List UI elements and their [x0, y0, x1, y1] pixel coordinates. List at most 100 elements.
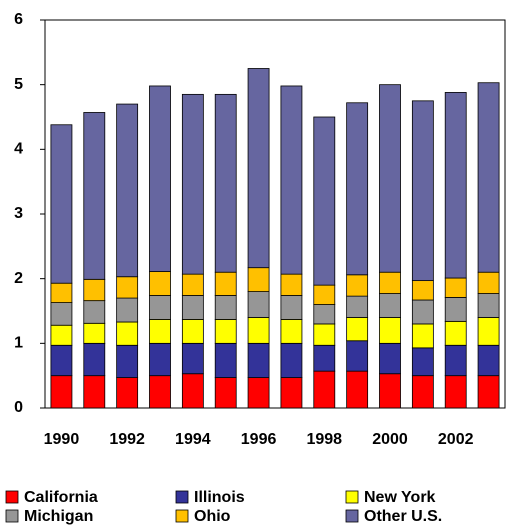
- bar-segment: [379, 293, 401, 318]
- bar-segment: [411, 323, 434, 349]
- bar-segment: [313, 284, 336, 305]
- bar-segment: [181, 295, 204, 320]
- bar-segment: [247, 377, 270, 409]
- bar-segment: [214, 93, 237, 273]
- bar-segment: [280, 319, 303, 344]
- bar-segment: [149, 375, 171, 409]
- y-tick-label: 4: [14, 141, 23, 158]
- y-tick-label: 0: [14, 399, 23, 416]
- bar-segment: [411, 347, 434, 377]
- bar-segment: [280, 85, 303, 275]
- bar-segment: [444, 92, 467, 279]
- bar-segment: [411, 299, 434, 325]
- bar-segment: [214, 319, 237, 344]
- bar-segment: [214, 342, 237, 379]
- bar-segment: [181, 273, 204, 296]
- bar-segment: [477, 82, 500, 273]
- bar-segment: [116, 276, 139, 299]
- bar-segment: [50, 124, 73, 284]
- y-tick-label: 1: [14, 335, 23, 352]
- y-tick-label: 5: [14, 76, 23, 93]
- bar-segment: [214, 295, 237, 320]
- bar-segment: [116, 297, 139, 323]
- bar-segment: [346, 340, 369, 372]
- y-tick-label: 2: [14, 270, 23, 287]
- bar-segment: [346, 274, 369, 297]
- bar-segment: [181, 342, 204, 375]
- bar-segment: [116, 321, 139, 346]
- bar-segment: [444, 320, 467, 346]
- bar-segment: [247, 68, 270, 269]
- bar-segment: [149, 85, 171, 272]
- x-tick-label: 1990: [44, 431, 80, 448]
- legend-label: Illinois: [194, 489, 245, 506]
- bar-segment: [149, 271, 171, 296]
- legend-swatch: [345, 509, 359, 523]
- legend-swatch: [5, 509, 19, 523]
- bar-segment: [280, 295, 303, 320]
- bar-segment: [411, 375, 434, 409]
- bar-segment: [313, 323, 336, 346]
- legend-swatch: [5, 490, 19, 504]
- bar-segment: [83, 300, 106, 324]
- bar-segment: [444, 375, 467, 409]
- bar-segment: [116, 103, 139, 278]
- bar-segment: [477, 271, 500, 294]
- x-tick-label: 2000: [372, 431, 408, 448]
- bar-segment: [313, 304, 336, 325]
- x-tick-label: 1998: [306, 431, 342, 448]
- bar-segment: [181, 373, 204, 409]
- bar-segment: [477, 344, 500, 377]
- bar-segment: [50, 324, 73, 346]
- bar-segment: [313, 344, 336, 372]
- bar-segment: [149, 319, 171, 344]
- legend-label: Michigan: [24, 508, 93, 525]
- bar-segment: [477, 293, 500, 318]
- bar-segment: [83, 342, 106, 377]
- y-tick-label: 6: [14, 11, 23, 28]
- bar-segment: [444, 277, 467, 298]
- bar-segment: [379, 317, 401, 344]
- bar-segment: [149, 342, 171, 377]
- bar-segment: [411, 280, 434, 301]
- plot-frame: [44, 19, 506, 409]
- bar-segment: [444, 297, 467, 322]
- bar-segment: [280, 273, 303, 296]
- bar-segment: [50, 375, 73, 409]
- bar-segment: [50, 344, 73, 377]
- legend-swatch: [175, 509, 189, 523]
- bar-segment: [83, 112, 106, 280]
- bar-segment: [379, 342, 401, 375]
- bar-segment: [116, 344, 139, 379]
- bar-segment: [247, 291, 270, 318]
- bar-segment: [83, 322, 106, 344]
- bar-segment: [181, 319, 204, 344]
- x-tick-label: 1994: [175, 431, 211, 448]
- bar-segment: [50, 282, 73, 303]
- y-tick-label: 3: [14, 205, 23, 222]
- x-tick-label: 2002: [438, 431, 474, 448]
- bar-segment: [214, 377, 237, 409]
- bar-segment: [149, 295, 171, 320]
- bar-segment: [379, 373, 401, 409]
- bar-segment: [379, 271, 401, 294]
- bar-segment: [50, 302, 73, 326]
- bar-segment: [346, 102, 369, 276]
- bar-segment: [444, 344, 467, 377]
- bar-segment: [214, 271, 237, 296]
- bar-segment: [83, 375, 106, 409]
- bar-segment: [346, 317, 369, 342]
- legend-label: New York: [364, 489, 436, 506]
- bar-segment: [313, 370, 336, 409]
- bar-segment: [411, 100, 434, 282]
- bar-segment: [280, 342, 303, 379]
- x-tick-label: 1992: [109, 431, 145, 448]
- bar-segment: [83, 278, 106, 302]
- x-tick-label: 1996: [241, 431, 277, 448]
- bar-segment: [379, 84, 401, 273]
- bar-segment: [181, 93, 204, 275]
- bar-segment: [247, 342, 270, 379]
- legend-swatch: [175, 490, 189, 504]
- legend-label: California: [24, 489, 98, 506]
